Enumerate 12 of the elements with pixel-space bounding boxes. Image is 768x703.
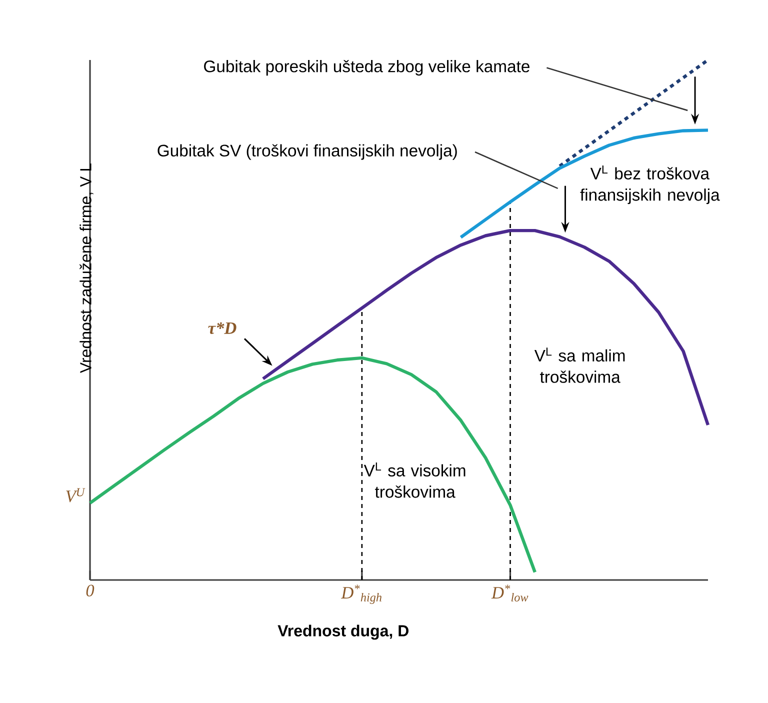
y-axis-title: Vrednost zadužene firme, V L	[80, 163, 94, 374]
text: V$^{U}$	[66, 488, 86, 502]
x-tick-label: 0	[86, 584, 94, 596]
annotation: τ*D	[208, 322, 236, 334]
x-tick-label: D$^{*}$low	[491, 584, 528, 602]
x-tick-label: D$^{*}$high	[340, 584, 382, 604]
annotation: Gubitak poreskih ušteda zbog velike kamate	[204, 60, 530, 76]
text: V$^{L}$ sa malim troškovima	[534, 348, 625, 383]
series-label: V$^{L}$ sa visokim troškovima	[364, 462, 466, 498]
annotation: Gubitak SV (troškovi finansijskih nevolja)	[158, 144, 457, 160]
x-axis-title: Vrednost duga, D	[278, 624, 408, 640]
series-label: V$^{L}$ bez troškova finansijskih nevolja	[580, 165, 720, 204]
